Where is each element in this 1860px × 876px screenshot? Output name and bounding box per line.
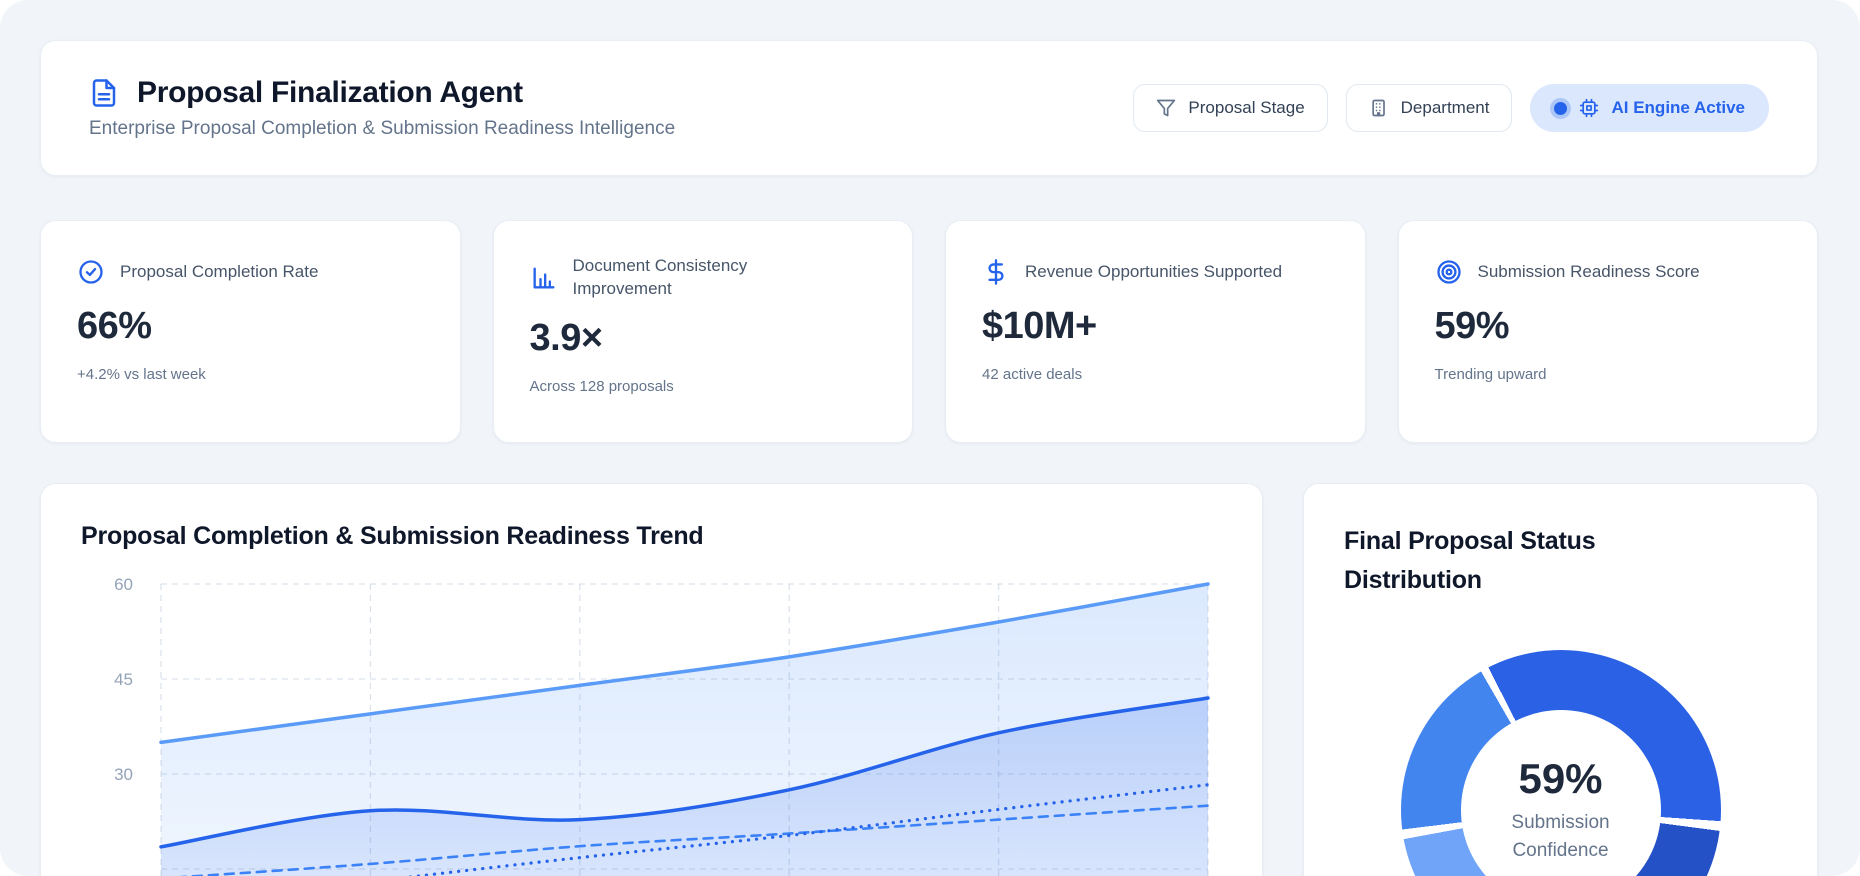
funnel-icon	[1156, 98, 1176, 118]
kpi-value: 59%	[1434, 305, 1510, 347]
proposal-stage-filter-label: Proposal Stage	[1188, 98, 1305, 117]
status-dot-icon	[1554, 101, 1568, 115]
donut-center: 59% Submission Confidence	[1460, 709, 1661, 876]
ai-engine-status-label: AI Engine Active	[1611, 98, 1745, 117]
target-icon	[1435, 258, 1463, 286]
dollar-icon	[982, 258, 1010, 286]
department-filter-button[interactable]: Department	[1345, 84, 1513, 132]
document-icon	[89, 78, 119, 108]
trend-chart-card: Proposal Completion & Submission Readine…	[40, 483, 1263, 876]
donut-center-label: Submission Confidence	[1511, 811, 1610, 861]
header-actions: Proposal Stage Department	[1133, 84, 1769, 132]
ai-engine-status-badge[interactable]: AI Engine Active	[1530, 84, 1769, 132]
building-icon	[1369, 98, 1389, 118]
trend-chart-title: Proposal Completion & Submission Readine…	[81, 522, 704, 550]
cpu-icon	[1579, 98, 1599, 118]
kpi-value: $10M+	[982, 305, 1097, 347]
trend-chart: 60 45 30	[81, 569, 1222, 876]
donut-chart-card: Final Proposal Status Distribution 59% S…	[1303, 483, 1818, 876]
donut-chart: 59% Submission Confidence	[1400, 649, 1721, 876]
svg-text:30: 30	[114, 765, 133, 784]
svg-text:45: 45	[114, 670, 133, 689]
department-filter-label: Department	[1400, 98, 1490, 117]
kpi-card-submission-readiness: Submission Readiness Score 59% Trending …	[1397, 220, 1818, 443]
proposal-stage-filter-button[interactable]: Proposal Stage	[1133, 84, 1328, 132]
kpi-label: Revenue Opportunities Supported	[1025, 261, 1283, 281]
kpi-card-completion-rate: Proposal Completion Rate 66% +4.2% vs la…	[40, 220, 461, 443]
kpi-label: Document Consistency Improvement	[572, 256, 748, 298]
kpi-value: 3.9×	[529, 316, 604, 359]
kpi-label: Proposal Completion Rate	[120, 261, 319, 281]
kpi-subtext: Trending upward	[1434, 366, 1547, 383]
kpi-card-document-consistency: Document Consistency Improvement 3.9× Ac…	[492, 220, 913, 443]
check-circle-icon	[77, 258, 105, 286]
trend-chart-svg: 60 45 30	[114, 575, 1210, 876]
kpi-row: Proposal Completion Rate 66% +4.2% vs la…	[40, 220, 1818, 443]
kpi-card-revenue-opportunities: Revenue Opportunities Supported $10M+ 42…	[945, 220, 1366, 443]
kpi-subtext: +4.2% vs last week	[77, 366, 206, 383]
kpi-subtext: 42 active deals	[982, 366, 1083, 383]
header-card: Proposal Finalization Agent Enterprise P…	[40, 40, 1818, 176]
page-title: Proposal Finalization Agent	[137, 76, 523, 109]
kpi-subtext: Across 128 proposals	[529, 377, 674, 395]
donut-center-value: 59%	[1518, 754, 1603, 802]
header-title-block: Proposal Finalization Agent Enterprise P…	[89, 76, 675, 140]
bar-chart-icon	[530, 264, 558, 292]
donut-chart-title: Final Proposal Status Distribution	[1344, 527, 1596, 594]
main-row: Proposal Completion & Submission Readine…	[40, 483, 1818, 876]
kpi-value: 66%	[77, 305, 152, 347]
page-subtitle: Enterprise Proposal Completion & Submiss…	[89, 118, 676, 139]
svg-text:60: 60	[114, 575, 133, 594]
kpi-label: Submission Readiness Score	[1477, 261, 1700, 281]
